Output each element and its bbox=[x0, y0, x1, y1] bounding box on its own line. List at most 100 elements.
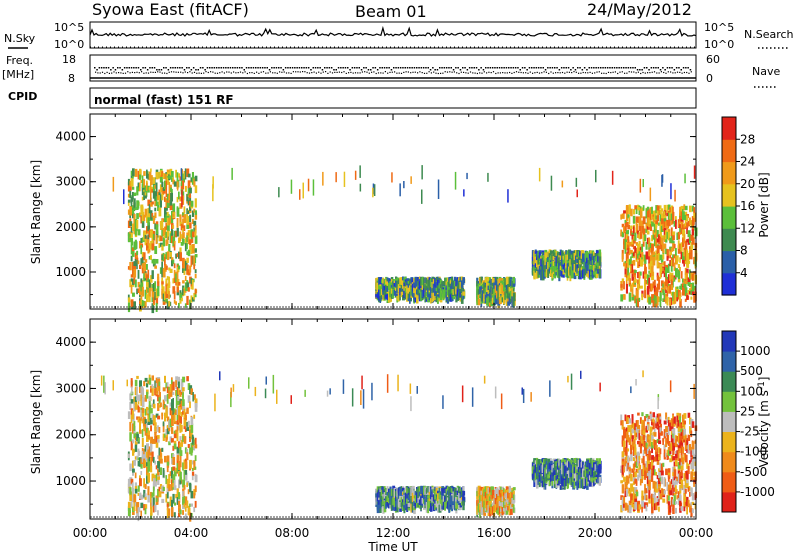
echo-cell bbox=[494, 276, 497, 286]
echo-cell bbox=[481, 280, 485, 284]
echo-cell bbox=[140, 386, 143, 395]
echo-cell bbox=[144, 238, 147, 246]
echo-streak bbox=[693, 165, 696, 179]
freq-dot bbox=[342, 67, 344, 69]
nave-dot bbox=[481, 72, 483, 74]
echo-cell bbox=[533, 252, 535, 261]
echo-cell bbox=[146, 286, 149, 294]
echo-cell bbox=[129, 186, 132, 191]
echo-cell bbox=[638, 251, 641, 256]
echo-cell bbox=[189, 401, 191, 409]
echo-cell bbox=[403, 490, 406, 494]
echo-cell bbox=[634, 205, 638, 210]
echo-cell bbox=[624, 231, 628, 240]
echo-cell bbox=[625, 242, 629, 249]
echo-cell bbox=[143, 478, 145, 488]
echo-cell bbox=[593, 258, 596, 266]
freq-dot bbox=[544, 69, 547, 71]
echo-cell bbox=[154, 197, 157, 207]
echo-cell bbox=[411, 283, 415, 293]
echo-cell bbox=[587, 255, 590, 264]
echo-cell bbox=[190, 229, 194, 239]
echo-cell bbox=[536, 260, 539, 268]
echo-cell bbox=[686, 239, 689, 243]
echo-cell bbox=[649, 268, 652, 277]
echo-cell bbox=[487, 296, 490, 306]
nave-dot bbox=[101, 71, 104, 73]
nave-dot bbox=[626, 72, 628, 74]
echo-cell bbox=[182, 218, 184, 225]
echo-cell bbox=[580, 267, 583, 273]
echo-cell bbox=[404, 492, 407, 503]
echo-cell bbox=[624, 263, 627, 270]
echo-cell bbox=[504, 281, 507, 286]
nave-dot bbox=[203, 72, 205, 74]
echo-cell bbox=[396, 488, 399, 498]
freq-dot bbox=[126, 67, 128, 69]
freq-dot bbox=[326, 67, 328, 69]
nave-top-tick: 60 bbox=[706, 53, 720, 66]
echo-cell bbox=[140, 461, 143, 469]
nave-dot bbox=[118, 72, 120, 74]
echo-cell bbox=[621, 231, 624, 238]
echo-cell bbox=[660, 213, 664, 221]
echo-cell bbox=[680, 242, 683, 252]
freq-dot bbox=[305, 67, 308, 69]
echo-cell bbox=[442, 289, 446, 298]
echo-cell bbox=[407, 283, 410, 289]
nave-dot bbox=[219, 72, 221, 74]
echo-cell bbox=[169, 233, 172, 244]
echo-cell bbox=[164, 185, 167, 190]
nave-dot bbox=[124, 72, 127, 74]
echo-streak bbox=[231, 167, 233, 180]
echo-cell bbox=[687, 253, 691, 261]
echo-cell bbox=[157, 281, 160, 287]
freq-dot bbox=[257, 67, 259, 69]
echo-cell bbox=[573, 260, 576, 268]
echo-cell bbox=[152, 403, 156, 409]
freq-dot bbox=[248, 67, 250, 69]
echo-cell bbox=[180, 424, 183, 432]
echo-cell bbox=[165, 493, 168, 503]
echo-cell bbox=[641, 207, 645, 212]
echo-cell bbox=[182, 376, 186, 383]
echo-cell bbox=[376, 282, 380, 293]
echo-cell bbox=[179, 214, 182, 223]
echo-cell bbox=[133, 432, 137, 439]
echo-cell bbox=[409, 294, 411, 304]
nave-dot bbox=[483, 71, 485, 73]
echo-cell bbox=[649, 210, 653, 220]
nave-dot bbox=[295, 71, 297, 73]
echo-cell bbox=[545, 261, 548, 270]
echo-cell bbox=[420, 291, 423, 302]
freq-dot bbox=[420, 67, 423, 69]
echo-cell bbox=[547, 254, 550, 260]
nave-dot bbox=[465, 72, 467, 74]
nave-dot bbox=[249, 72, 251, 74]
echo-cell bbox=[130, 255, 133, 262]
freq-dot bbox=[344, 67, 347, 69]
echo-cell bbox=[137, 401, 140, 405]
echo-cell bbox=[635, 222, 638, 226]
echo-cell bbox=[186, 280, 189, 284]
echo-cell bbox=[186, 407, 189, 414]
freq-dot bbox=[112, 67, 114, 69]
echo-cell bbox=[659, 209, 662, 218]
nave-dot bbox=[571, 72, 573, 74]
freq-dot bbox=[512, 67, 515, 69]
echo-cell bbox=[179, 196, 182, 202]
echo-cell bbox=[139, 420, 141, 431]
echo-cell bbox=[127, 266, 130, 270]
freq-dot bbox=[399, 67, 402, 69]
echo-cell bbox=[666, 204, 669, 213]
echo-cell bbox=[493, 282, 496, 289]
echo-cell bbox=[183, 206, 186, 214]
echo-cell bbox=[689, 291, 692, 295]
echo-cell bbox=[624, 261, 628, 266]
nave-dot bbox=[244, 71, 246, 73]
echo-cell bbox=[393, 498, 396, 508]
echo-cell bbox=[538, 267, 541, 274]
echo-cell bbox=[659, 269, 662, 279]
echo-cell bbox=[194, 485, 197, 493]
echo-cell bbox=[649, 273, 652, 278]
